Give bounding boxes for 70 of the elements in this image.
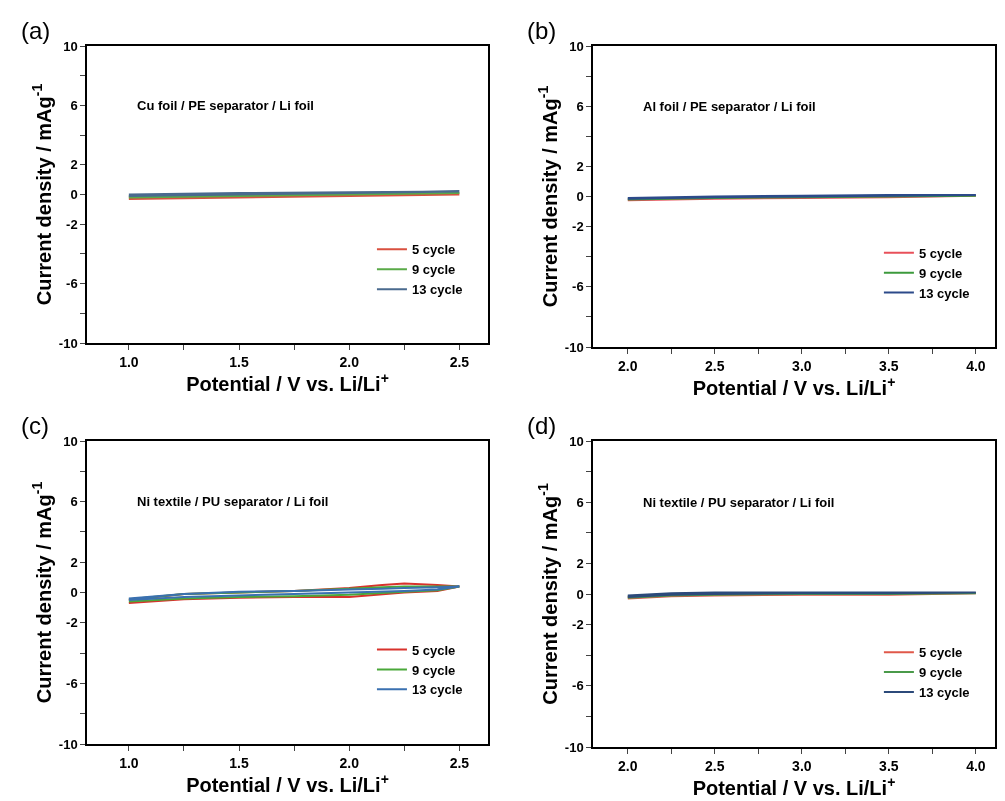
x-tick-label: 1.0 [119,353,139,370]
x-tick-label: 4.0 [966,357,986,374]
legend-label: 9 cycle [918,265,963,281]
legend-label: 5 cycle [918,645,963,661]
y-tick-label: -2 [572,617,584,633]
x-tick-label: 2.5 [705,757,725,774]
x-axis-title: Potential / V vs. Li/Li$^{+}$ [186,770,389,796]
legend-label: 9 cycle [918,665,963,681]
x-tick-label: 3.5 [879,757,899,774]
annotation: Ni textile / PU separator / Li foil [643,495,835,510]
legend-label: 13 cycle [918,285,970,301]
x-tick-label: 2.0 [618,757,638,774]
y-tick-label: -10 [564,739,584,755]
y-tick-label: 0 [576,586,584,602]
x-tick-label: 1.5 [229,754,249,771]
legend-label: 13 cycle [411,682,463,698]
annotation: Ni textile / PU separator / Li foil [137,494,329,509]
y-tick-label: 6 [576,98,584,114]
y-tick-label: 2 [70,554,78,570]
legend-label: 13 cycle [918,685,970,701]
x-tick-label: 1.5 [229,353,249,370]
legend-label: 9 cycle [411,662,456,678]
chart-title: (a) [21,17,51,44]
y-tick-label: 2 [576,158,584,174]
x-tick-label: 3.0 [792,757,812,774]
legend-label: 5 cycle [918,245,963,261]
x-tick-label: 3.5 [879,357,899,374]
x-tick-label: 1.0 [119,754,139,771]
y-tick-label: 0 [70,187,78,203]
annotation: Cu foil / PE separator / Li foil [137,98,314,113]
y-tick-label: 0 [70,585,78,601]
y-tick-label: 10 [63,38,78,54]
y-tick-label: 10 [569,38,584,54]
y-tick-label: 2 [576,555,584,571]
y-tick-label: -2 [66,615,78,631]
x-axis-title: Potential / V vs. Li/Li$^{+}$ [186,369,389,395]
y-tick-label: 6 [70,97,78,113]
y-tick-label: -6 [66,675,78,691]
x-tick-label: 2.5 [705,357,725,374]
x-tick-label: 2.5 [449,353,470,370]
x-tick-label: 2.0 [339,353,360,370]
x-axis-title: Potential / V vs. Li/Li$^{+}$ [692,373,896,399]
y-tick-label: -6 [572,678,584,694]
x-tick-label: 2.0 [618,357,638,374]
y-tick-label: -6 [66,276,78,292]
y-tick-label: 6 [70,494,78,510]
y-tick-label: 10 [569,433,584,449]
y-tick-label: -6 [572,279,584,295]
y-tick-label: 6 [576,494,584,510]
x-tick-label: 2.0 [339,754,360,771]
y-tick-label: -10 [58,736,78,752]
x-tick-label: 3.0 [792,357,812,374]
y-tick-label: 0 [576,189,584,205]
annotation: Al foil / PE separator / Li foil [643,99,816,114]
y-tick-label: -2 [66,216,78,232]
x-tick-label: 4.0 [966,757,986,774]
legend-label: 13 cycle [411,282,463,298]
chart-title: (b) [527,17,557,44]
chart-title: (c) [21,412,49,439]
x-tick-label: 2.5 [449,754,470,771]
y-tick-label: -10 [564,339,584,355]
legend-label: 9 cycle [411,262,456,278]
legend-label: 5 cycle [411,642,456,658]
y-tick-label: 2 [70,157,78,173]
y-tick-label: -10 [58,335,78,351]
chart-title: (d) [527,412,557,439]
y-tick-label: -2 [572,219,584,235]
legend-label: 5 cycle [411,242,456,258]
x-axis-title: Potential / V vs. Li/Li$^{+}$ [692,773,896,799]
y-tick-label: 10 [63,433,78,449]
